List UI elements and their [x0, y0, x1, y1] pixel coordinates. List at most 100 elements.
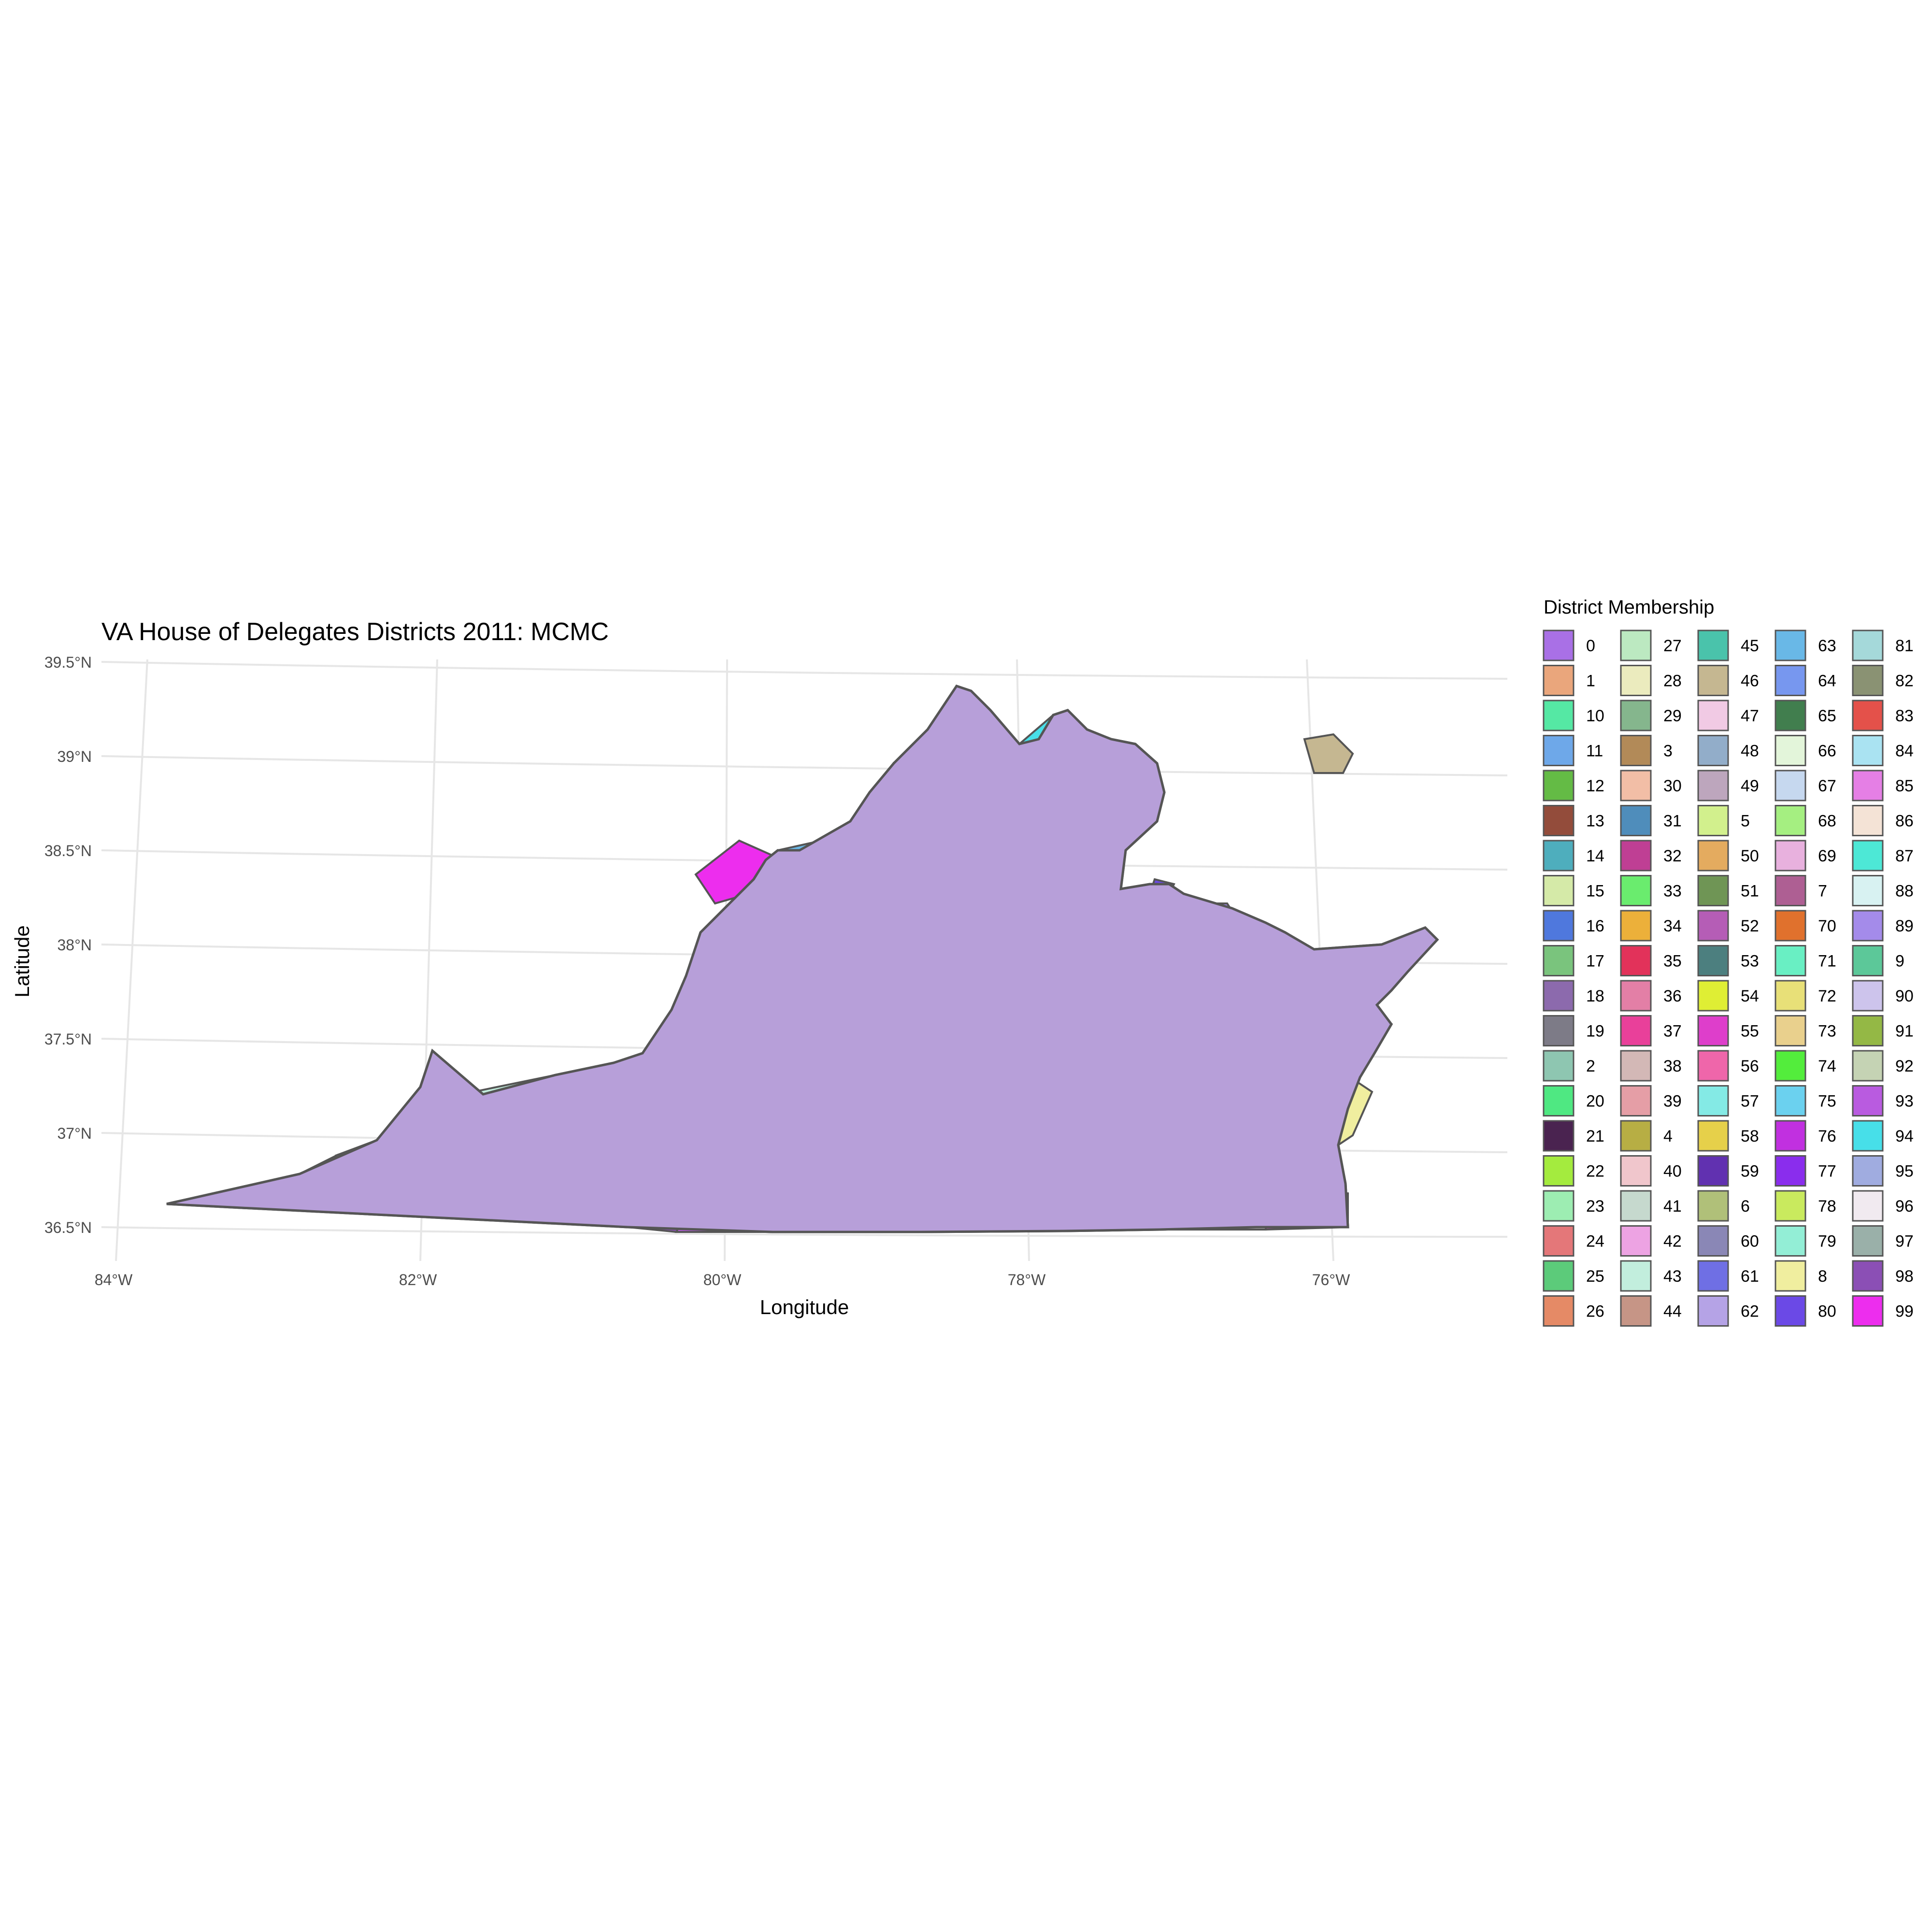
legend-swatch [1775, 805, 1806, 836]
legend-label: 84 [1895, 742, 1914, 760]
legend-item: 34 [1620, 910, 1682, 942]
legend-label: 65 [1818, 707, 1836, 725]
legend-swatch [1543, 770, 1574, 801]
legend-label: 0 [1586, 637, 1595, 655]
legend-label: 90 [1895, 987, 1914, 1005]
legend-item: 80 [1775, 1295, 1836, 1327]
legend-item: 56 [1697, 1050, 1759, 1082]
legend-item: 14 [1543, 840, 1604, 872]
legend-swatch [1697, 875, 1729, 906]
legend-label: 87 [1895, 847, 1914, 865]
legend-label: 58 [1741, 1127, 1759, 1145]
legend-label: 95 [1895, 1162, 1914, 1181]
legend-label: 9 [1895, 952, 1904, 971]
legend-label: 80 [1818, 1302, 1836, 1321]
legend-label: 79 [1818, 1232, 1836, 1251]
legend-label: 35 [1663, 952, 1682, 971]
y-tick-label: 39.5°N [44, 654, 92, 671]
legend-item: 28 [1620, 665, 1682, 696]
legend-swatch [1697, 1155, 1729, 1187]
legend-item: 24 [1543, 1225, 1604, 1257]
legend-swatch [1775, 840, 1806, 872]
legend-swatch [1697, 630, 1729, 661]
legend-swatch [1697, 1015, 1729, 1046]
legend-item: 81 [1852, 630, 1914, 661]
legend-label: 22 [1586, 1162, 1604, 1181]
legend-item: 72 [1775, 980, 1836, 1012]
legend-item: 86 [1852, 805, 1914, 836]
legend-label: 83 [1895, 707, 1914, 725]
legend-item: 45 [1697, 630, 1759, 661]
legend-item: 29 [1620, 700, 1682, 731]
legend-swatch [1620, 630, 1652, 661]
legend-label: 3 [1663, 742, 1673, 760]
legend-swatch [1697, 665, 1729, 696]
legend-swatch [1620, 1260, 1652, 1292]
legend-swatch [1697, 1190, 1729, 1222]
legend-swatch [1852, 735, 1884, 766]
legend-label: 98 [1895, 1267, 1914, 1286]
legend-swatch [1697, 910, 1729, 942]
legend-item: 92 [1852, 1050, 1914, 1082]
legend-swatch [1543, 875, 1574, 906]
x-tick-label: 84°W [95, 1271, 133, 1288]
legend-item: 6 [1697, 1190, 1750, 1222]
legend-swatch [1620, 840, 1652, 872]
y-axis-ticks: 39.5°N 39°N 38.5°N 38°N 37.5°N 37°N 36.5… [44, 654, 92, 1236]
legend-swatch [1697, 700, 1729, 731]
legend-label: 2 [1586, 1057, 1595, 1075]
legend-swatch [1697, 1120, 1729, 1152]
legend-items: 0 1 10 11 12 13 14 15 16 17 18 19 2 20 21 22 23 24 25 26 27 2… [1543, 630, 1914, 1327]
legend-swatch [1697, 770, 1729, 801]
legend-item: 77 [1775, 1155, 1836, 1187]
legend-label: 14 [1586, 847, 1604, 865]
legend-swatch [1620, 770, 1652, 801]
legend-label: 42 [1663, 1232, 1682, 1251]
legend-item: 47 [1697, 700, 1759, 731]
legend-item: 11 [1543, 735, 1603, 766]
legend-label: 50 [1741, 847, 1759, 865]
legend-item: 39 [1620, 1085, 1682, 1116]
legend-item: 57 [1697, 1085, 1759, 1116]
legend-label: 11 [1586, 742, 1603, 760]
legend-label: 78 [1818, 1197, 1836, 1216]
legend-item: 71 [1775, 945, 1836, 976]
legend-label: 7 [1818, 882, 1827, 901]
legend-swatch [1620, 1295, 1652, 1327]
legend-label: 33 [1663, 882, 1682, 901]
legend-item: 12 [1543, 770, 1604, 801]
legend-item: 88 [1852, 875, 1914, 906]
x-tick-label: 78°W [1008, 1271, 1046, 1288]
legend-item: 32 [1620, 840, 1682, 872]
y-tick-label: 37°N [57, 1125, 92, 1142]
legend-swatch [1852, 1085, 1884, 1116]
legend-label: 45 [1741, 637, 1759, 655]
legend-item: 70 [1775, 910, 1836, 942]
legend-item: 13 [1543, 805, 1604, 836]
legend-swatch [1620, 1015, 1652, 1046]
legend-swatch [1620, 735, 1652, 766]
legend-item: 2 [1543, 1050, 1595, 1082]
y-axis-title: Latitude [11, 925, 33, 997]
legend-swatch [1852, 1120, 1884, 1152]
legend-label: 96 [1895, 1197, 1914, 1216]
legend-swatch [1543, 1155, 1574, 1187]
legend-swatch [1852, 805, 1884, 836]
legend-item: 31 [1620, 805, 1682, 836]
legend-swatch [1697, 980, 1729, 1012]
legend-item: 33 [1620, 875, 1682, 906]
legend-label: 27 [1663, 637, 1682, 655]
legend-item: 27 [1620, 630, 1682, 661]
legend-item: 95 [1852, 1155, 1914, 1187]
legend-swatch [1852, 980, 1884, 1012]
legend-label: 67 [1818, 777, 1836, 795]
legend-label: 97 [1895, 1232, 1914, 1251]
legend-item: 40 [1620, 1155, 1682, 1187]
legend-label: 57 [1741, 1092, 1759, 1111]
legend-swatch [1775, 875, 1806, 906]
x-tick-label: 82°W [399, 1271, 437, 1288]
legend-swatch [1852, 1190, 1884, 1222]
legend-label: 36 [1663, 987, 1682, 1005]
legend-title: District Membership [1544, 597, 1714, 618]
legend-label: 63 [1818, 637, 1836, 655]
